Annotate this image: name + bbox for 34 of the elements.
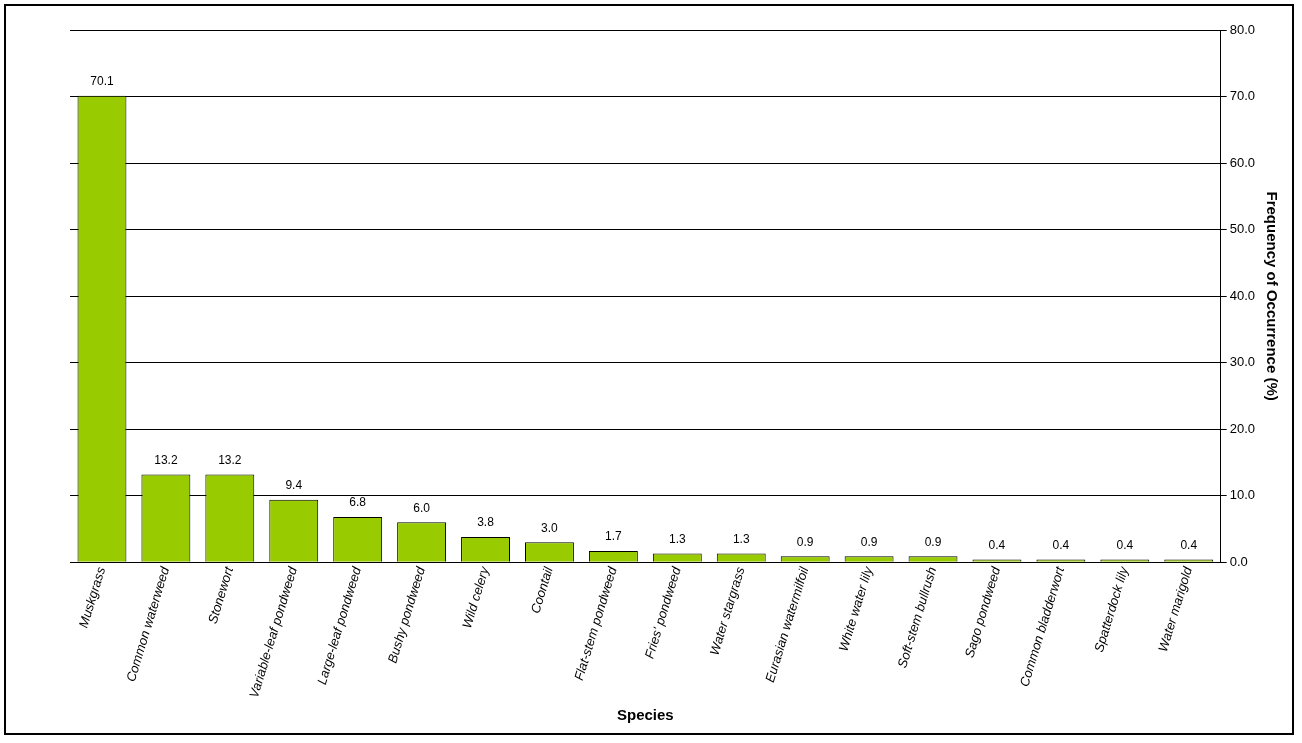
y-axis-title: Frequency of Occurrence (%): [1263, 191, 1281, 401]
data-label: 0.9: [924, 534, 942, 549]
y-tick-label: 60.0: [1229, 154, 1256, 170]
y-tick-label: 80.0: [1229, 21, 1256, 37]
data-label: 0.4: [1116, 537, 1134, 552]
data-label: 1.3: [732, 531, 750, 546]
x-tick-label: Water stargrass: [706, 564, 748, 657]
y-tick-label: 30.0: [1229, 354, 1256, 370]
x-tick-label: Coontail: [527, 564, 557, 616]
data-label: 3.0: [541, 520, 559, 535]
data-label: 1.7: [605, 529, 623, 544]
data-label: 0.9: [796, 534, 814, 549]
x-tick-label: Wild celery: [458, 563, 493, 631]
x-tick-label: Water marigold: [1155, 564, 1196, 654]
data-label: 13.2: [218, 452, 242, 467]
data-label: 6.0: [413, 500, 431, 515]
data-label: 3.8: [477, 515, 495, 530]
x-tick-label: White water lily: [835, 563, 876, 654]
data-label: 1.3: [668, 531, 686, 546]
y-tick-label: 20.0: [1229, 420, 1256, 436]
y-tick-label: 10.0: [1229, 487, 1256, 503]
y-tick-label: 0.0: [1229, 553, 1248, 569]
y-tick-label: 40.0: [1229, 287, 1256, 303]
data-label: 9.4: [285, 478, 303, 493]
data-label: 0.9: [860, 534, 878, 549]
x-axis-title: Species: [616, 706, 674, 724]
data-label: 0.4: [988, 537, 1006, 552]
data-label: 70.1: [90, 74, 114, 89]
y-tick-label: 70.0: [1229, 88, 1256, 104]
data-label: 13.2: [154, 452, 178, 467]
y-tick-label: 50.0: [1229, 221, 1256, 237]
data-label: 0.4: [1052, 537, 1070, 552]
data-label: 6.8: [349, 495, 367, 510]
data-label: 0.4: [1180, 537, 1198, 552]
